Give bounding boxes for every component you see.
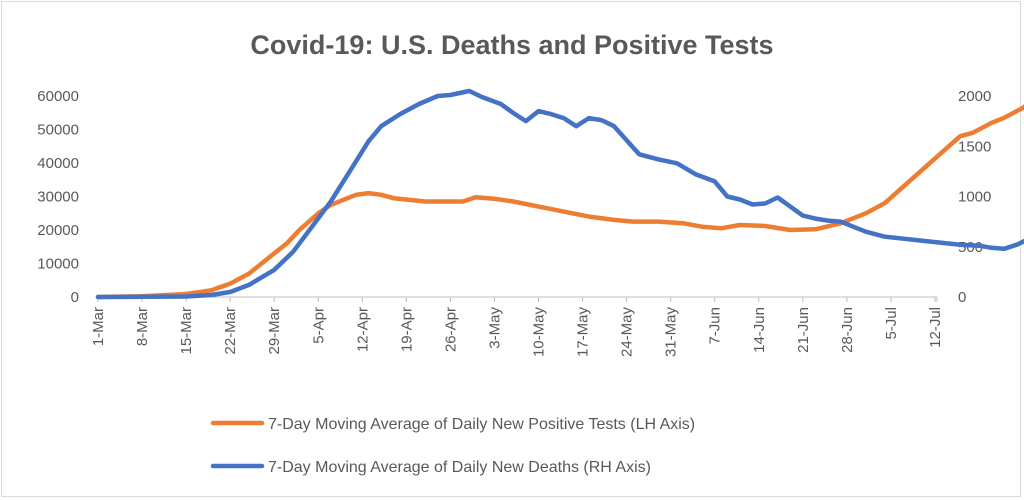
y-left-tick-label: 20000 [37, 222, 79, 239]
y-left-tick-label: 40000 [37, 155, 79, 172]
lines-layer [95, 88, 1024, 300]
x-tick-label: 22-Mar [222, 307, 239, 355]
y-left-tick-label: 30000 [37, 189, 79, 206]
legend-label: 7-Day Moving Average of Daily New Deaths… [268, 459, 651, 476]
axes-layer: 0100002000030000400005000060000050010001… [37, 88, 991, 357]
x-tick-label: 14-Jun [751, 307, 768, 353]
x-tick-label: 12-Apr [354, 307, 371, 352]
legend: 7-Day Moving Average of Daily New Positi… [210, 416, 695, 476]
x-tick-label: 28-Jun [839, 307, 856, 353]
y-left-tick-label: 60000 [37, 88, 79, 105]
y-right-tick-label: 0 [958, 289, 966, 306]
x-tick-label: 17-May [575, 307, 592, 358]
y-left-tick-label: 0 [71, 289, 79, 306]
y-left-tick-label: 50000 [37, 122, 79, 139]
y-left-tick-label: 10000 [37, 256, 79, 273]
x-tick-label: 24-May [619, 307, 636, 358]
x-tick-label: 10-May [531, 307, 548, 358]
x-tick-label: 8-Mar [134, 307, 151, 346]
x-tick-label: 12-Jul [927, 307, 944, 348]
x-tick-label: 19-Apr [398, 307, 415, 352]
series-line-deaths [95, 88, 1024, 300]
x-tick-label: 15-Mar [178, 307, 195, 355]
x-tick-label: 7-Jun [707, 307, 724, 345]
y-right-tick-label: 2000 [958, 88, 991, 105]
x-tick-label: 5-Jul [883, 307, 900, 340]
series-line-positive-tests [95, 104, 1024, 300]
y-right-tick-label: 1500 [958, 138, 991, 155]
x-tick-label: 5-Apr [310, 307, 327, 344]
x-tick-label: 29-Mar [266, 307, 283, 355]
legend-label: 7-Day Moving Average of Daily New Positi… [268, 416, 695, 433]
chart-title: Covid-19: U.S. Deaths and Positive Tests [250, 30, 773, 60]
x-tick-label: 31-May [663, 307, 680, 358]
x-tick-label: 1-Mar [90, 307, 107, 346]
x-tick-label: 3-May [486, 307, 503, 349]
x-tick-label: 21-Jun [795, 307, 812, 353]
y-right-tick-label: 1000 [958, 189, 991, 206]
x-tick-label: 26-Apr [442, 307, 459, 352]
